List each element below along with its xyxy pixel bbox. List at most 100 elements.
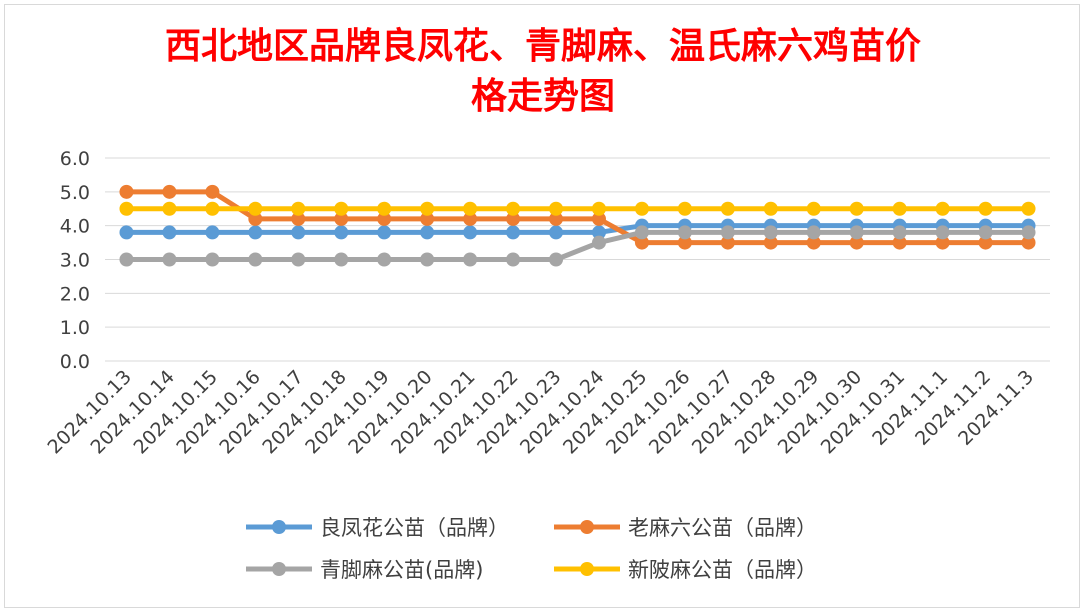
data-point-s4-19 (935, 201, 950, 216)
data-point-s3-15 (763, 225, 778, 240)
legend-swatch-2 (554, 520, 620, 534)
y-tick-label-3: 3.0 (60, 250, 90, 272)
data-point-s3-3 (248, 252, 263, 267)
legend-swatch-3 (246, 562, 312, 576)
data-point-s2-15 (763, 235, 778, 250)
data-point-s2-8 (463, 211, 478, 226)
data-point-s2-7 (420, 211, 435, 226)
data-point-s4-14 (720, 201, 735, 216)
data-point-s3-1 (162, 252, 177, 267)
legend-marker-3 (272, 562, 286, 576)
data-point-s3-14 (720, 225, 735, 240)
data-point-s2-1 (162, 184, 177, 199)
legend-swatch-4 (554, 562, 620, 576)
y-tick-label-4: 4.0 (60, 216, 90, 238)
data-point-s3-9 (506, 252, 521, 267)
y-tick-label-6: 6.0 (60, 148, 90, 170)
data-point-s3-7 (420, 252, 435, 267)
data-point-s4-17 (849, 201, 864, 216)
data-point-s3-6 (377, 252, 392, 267)
data-point-s3-8 (463, 252, 478, 267)
legend-label-2: 老麻六公苗（品牌） (628, 516, 817, 540)
series-line-3 (126, 229, 1029, 262)
data-point-s4-7 (420, 201, 435, 216)
series-2 (119, 184, 1036, 250)
data-point-s3-10 (549, 252, 564, 267)
y-axis-ticks: 0.0 1.0 2.0 3.0 4.0 5.0 6.0 (60, 148, 90, 373)
data-point-s2-16 (806, 235, 821, 250)
data-point-s4-15 (763, 201, 778, 216)
data-point-s3-12 (634, 225, 649, 240)
data-point-s2-6 (377, 211, 392, 226)
data-point-s2-0 (119, 184, 134, 199)
data-point-s2-4 (291, 211, 306, 226)
series-line-1 (126, 223, 1029, 235)
data-point-s2-2 (205, 184, 220, 199)
data-point-s4-9 (506, 201, 521, 216)
data-point-s3-19 (935, 225, 950, 240)
data-point-s3-5 (334, 252, 349, 267)
data-point-s1-4 (291, 225, 306, 240)
legend-marker-2 (580, 520, 594, 534)
data-point-s3-21 (1021, 225, 1036, 240)
data-point-s2-17 (849, 235, 864, 250)
series-4 (119, 201, 1036, 216)
data-point-s1-6 (377, 225, 392, 240)
x-axis-ticks: 2024.10.132024.10.142024.10.152024.10.16… (44, 366, 1039, 458)
data-point-s4-21 (1021, 201, 1036, 216)
legend-label-4: 新陂麻公苗（品牌） (628, 558, 817, 582)
y-tick-label-2: 2.0 (60, 283, 90, 305)
legend-label-1: 良凤花公苗（品牌） (320, 516, 509, 540)
data-point-s3-16 (806, 225, 821, 240)
legend-marker-1 (272, 520, 286, 534)
data-point-s1-5 (334, 225, 349, 240)
y-tick-label-5: 5.0 (60, 182, 90, 204)
data-point-s2-10 (549, 211, 564, 226)
series-3 (119, 225, 1036, 267)
legend-item-series-3: 青脚麻公苗(品牌) (244, 554, 483, 584)
data-point-s3-18 (892, 225, 907, 240)
series-group (119, 184, 1036, 267)
legend-item-series-1: 良凤花公苗（品牌） (244, 512, 509, 542)
data-point-s3-0 (119, 252, 134, 267)
legend-item-series-4: 新陂麻公苗（品牌） (552, 554, 817, 584)
data-point-s2-3 (248, 211, 263, 226)
legend-label-3: 青脚麻公苗(品牌) (320, 558, 484, 582)
data-point-s4-12 (634, 201, 649, 216)
chart-area (4, 4, 1080, 608)
data-point-s2-11 (591, 211, 606, 226)
data-point-s3-11 (591, 235, 606, 250)
data-point-s1-2 (205, 225, 220, 240)
data-point-s4-5 (334, 201, 349, 216)
data-point-s4-16 (806, 201, 821, 216)
data-point-s3-4 (291, 252, 306, 267)
data-point-s4-18 (892, 201, 907, 216)
data-point-s4-13 (677, 201, 692, 216)
data-point-s4-11 (591, 201, 606, 216)
legend-swatch-1 (246, 520, 312, 534)
data-point-s1-1 (162, 225, 177, 240)
legend-marker-4 (580, 562, 594, 576)
data-point-s1-11 (591, 225, 606, 240)
data-point-s4-20 (978, 201, 993, 216)
data-point-s3-2 (205, 252, 220, 267)
data-point-s2-13 (677, 235, 692, 250)
data-point-s4-1 (162, 201, 177, 216)
data-point-s3-20 (978, 225, 993, 240)
data-point-s2-14 (720, 235, 735, 250)
data-point-s2-21 (1021, 235, 1036, 250)
data-point-s3-17 (849, 225, 864, 240)
data-point-s1-7 (420, 225, 435, 240)
data-point-s4-3 (248, 201, 263, 216)
y-tick-label-0: 0.0 (60, 351, 90, 373)
y-tick-label-1: 1.0 (60, 317, 90, 339)
data-point-s4-8 (463, 201, 478, 216)
data-point-s2-12 (634, 235, 649, 250)
data-point-s2-18 (892, 235, 907, 250)
data-point-s4-0 (119, 201, 134, 216)
data-point-s1-9 (506, 225, 521, 240)
chart-title-line-1: 西北地区品牌良凤花、青脚麻、温氏麻六鸡苗价 (164, 25, 921, 67)
data-point-s4-10 (549, 201, 564, 216)
series-line-2 (126, 189, 1029, 246)
